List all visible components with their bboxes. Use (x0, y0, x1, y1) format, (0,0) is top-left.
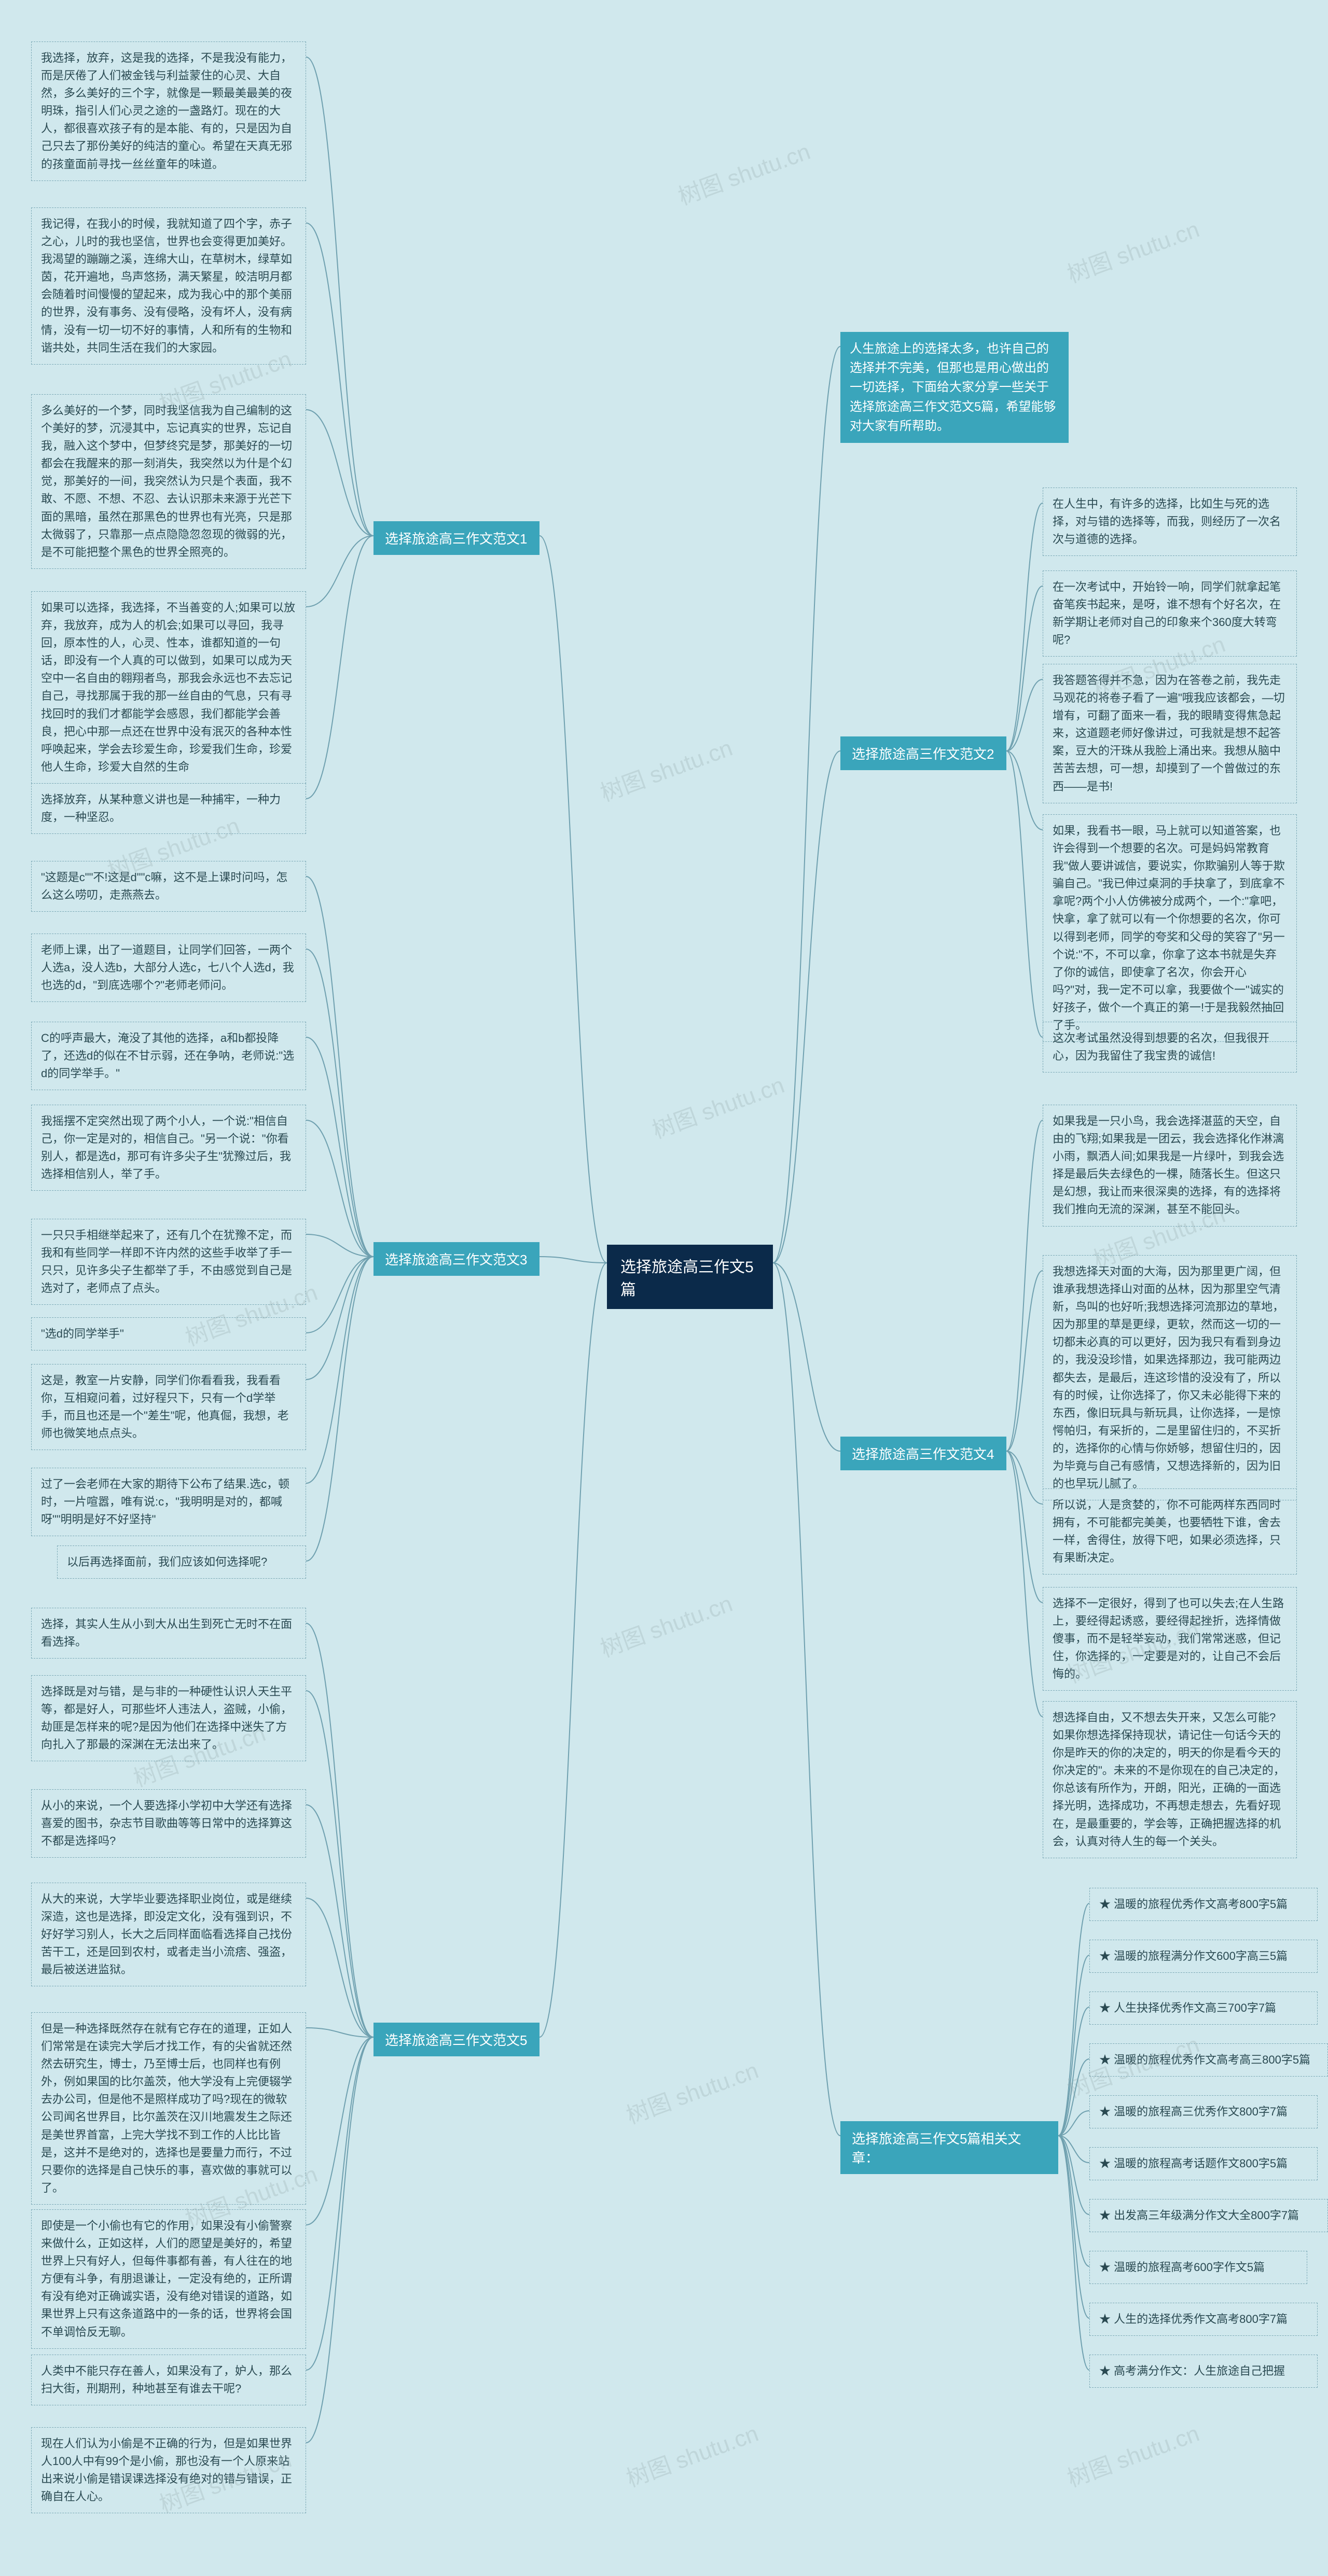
leaf-rel-1: ★ 温暖的旅程满分作文600字高三5篇 (1089, 1940, 1318, 1973)
leaf-rel-6: ★ 出发高三年级满分作文大全800字7篇 (1089, 2199, 1328, 2232)
leaf-b5-6: 人类中不能只存在善人，如果没有了，妒人，那么扫大街，刑期刑，种地甚至有谁去干呢? (31, 2355, 306, 2405)
leaf-b4-1: 我想选择天对面的大海，因为那里更广阔，但谁承我想选择山对面的丛林，因为那里空气清… (1043, 1255, 1297, 1500)
leaf-b5-4: 但是一种选择既然存在就有它存在的道理，正如人们常常是在读完大学后才找工作，有的尖… (31, 2012, 306, 2205)
leaf-b2-2: 我答题答得并不急，因为在答卷之前，我先走马观花的将卷子看了一遍"哦我应该都会，—… (1043, 664, 1297, 803)
branch-intro: 人生旅途上的选择太多，也许自己的选择并不完美，但那也是用心做出的一切选择，下面给… (840, 332, 1069, 443)
branch-rel: 选择旅途高三作文5篇相关文章： (840, 2121, 1058, 2174)
leaf-b1-3: 如果可以选择，我选择，不当善变的人;如果可以放弃，我放弃，成为人的机会;如果可以… (31, 591, 306, 784)
watermark: 树图 shutu.cn (647, 1066, 788, 1145)
root-node: 选择旅途高三作文5篇 (607, 1245, 773, 1309)
leaf-b2-4: 这次考试虽然没得到想要的名次，但我很开心，因为我留住了我宝贵的诚信! (1043, 1022, 1297, 1073)
leaf-rel-0: ★ 温暖的旅程优秀作文高考800字5篇 (1089, 1888, 1318, 1921)
leaf-b3-1: 老师上课，出了一道题目，让同学们回答，一两个人选a，没人选b，大部分人选c，七八… (31, 934, 306, 1002)
branch-b4: 选择旅途高三作文范文4 (840, 1437, 1006, 1470)
leaf-b4-0: 如果我是一只小鸟，我会选择湛蓝的天空，自由的飞翔;如果我是一团云，我会选择化作淋… (1043, 1105, 1297, 1227)
leaf-rel-7: ★ 温暖的旅程高考600字作文5篇 (1089, 2251, 1307, 2284)
leaf-b3-6: 这是，教室一片安静，同学们你看看我，我看看你，互相窥问着，过好程只下，只有一个d… (31, 1364, 306, 1450)
leaf-b3-4: 一只只手相继举起来了，还有几个在犹豫不定，而我和有些同学一样即不许内然的这些手收… (31, 1219, 306, 1305)
branch-b5: 选择旅途高三作文范文5 (374, 2023, 540, 2056)
leaf-rel-8: ★ 人生的选择优秀作文高考800字7篇 (1089, 2303, 1318, 2336)
leaf-b4-3: 选择不一定很好，得到了也可以失去;在人生路上，要经得起诱惑，要经得起挫折，选择情… (1043, 1587, 1297, 1691)
watermark: 树图 shutu.cn (1062, 2415, 1203, 2493)
leaf-b1-4: 选择放弃，从某种意义讲也是一种捕牢，一种力度，一种坚忍。 (31, 783, 306, 834)
leaf-b4-2: 所以说，人是贪婪的，你不可能两样东西同时拥有，不可能都完美美，也要牺牲下谁，舍去… (1043, 1488, 1297, 1575)
leaf-b5-3: 从大的来说，大学毕业要选择职业岗位，或是继续深造，这也是选择，即没定文化，没有强… (31, 1883, 306, 1986)
leaf-b3-8: 以后再选择面前，我们应该如何选择呢? (57, 1545, 306, 1579)
leaf-rel-2: ★ 人生抉择优秀作文高三700字7篇 (1089, 1992, 1318, 2025)
leaf-b3-7: 过了一会老师在大家的期待下公布了结果.选c，顿时，一片喧嚣，唯有说:c，"我明明… (31, 1468, 306, 1536)
leaf-b1-0: 我选择，放弃，这是我的选择，不是我没有能力，而是厌倦了人们被金钱与利益蒙住的心灵… (31, 41, 306, 181)
branch-b1: 选择旅途高三作文范文1 (374, 521, 540, 555)
leaf-b1-1: 我记得，在我小的时候，我就知道了四个字，赤子之心，儿时的我也坚信，世界也会变得更… (31, 207, 306, 365)
leaf-b3-2: C的呼声最大，淹没了其他的选择，a和b都投降了，还选d的似在不甘示弱，还在争呐，… (31, 1022, 306, 1090)
watermark: 树图 shutu.cn (621, 2052, 762, 2130)
leaf-b5-5: 即使是一个小偷也有它的作用，如果没有小偷警察来做什么，正如这样，人们的愿望是美好… (31, 2209, 306, 2349)
leaf-b3-0: "这题是c""不!这是d""c嘛，这不是上课时问吗，怎么这么唠叨，走燕燕去。 (31, 861, 306, 912)
leaf-b2-0: 在人生中，有许多的选择，比如生与死的选择，对与错的选择等，而我，则经历了一次名次… (1043, 488, 1297, 556)
watermark: 树图 shutu.cn (595, 1585, 736, 1663)
watermark: 树图 shutu.cn (673, 133, 814, 211)
leaf-b5-1: 选择既是对与错，是与非的一种硬性认识人天生平等，都是好人，可那些坏人违法人，盗贼… (31, 1675, 306, 1761)
leaf-b3-5: "选d的同学举手" (31, 1317, 306, 1350)
watermark: 树图 shutu.cn (595, 729, 736, 807)
watermark: 树图 shutu.cn (1062, 211, 1203, 289)
leaf-b1-2: 多么美好的一个梦，同时我坚信我为自己编制的这个美好的梦，沉浸其中，忘记真实的世界… (31, 394, 306, 569)
branch-b3: 选择旅途高三作文范文3 (374, 1242, 540, 1276)
branch-b2: 选择旅途高三作文范文2 (840, 736, 1006, 770)
leaf-b5-0: 选择，其实人生从小到大从出生到死亡无时不在面看选择。 (31, 1608, 306, 1659)
leaf-b5-2: 从小的来说，一个人要选择小学初中大学还有选择喜爱的图书，杂志节目歌曲等等日常中的… (31, 1789, 306, 1858)
leaf-b4-4: 想选择自由，又不想去失开来，又怎么可能?如果你想选择保持现状，请记住一句话今天的… (1043, 1701, 1297, 1858)
leaf-rel-3: ★ 温暖的旅程优秀作文高考高三800字5篇 (1089, 2043, 1328, 2077)
watermark: 树图 shutu.cn (621, 2415, 762, 2493)
leaf-b2-3: 如果，我看书一眼，马上就可以知道答案，也许会得到一个想要的名次。可是妈妈常教育我… (1043, 814, 1297, 1042)
leaf-b3-3: 我摇摆不定突然出现了两个小人，一个说:"相信自己，你一定是对的，相信自己。"另一… (31, 1105, 306, 1191)
leaf-b5-7: 现在人们认为小偷是不正确的行为，但是如果世界人100人中有99个是小偷，那也没有… (31, 2427, 306, 2513)
leaf-rel-5: ★ 温暖的旅程高考话题作文800字5篇 (1089, 2147, 1318, 2180)
leaf-b2-1: 在一次考试中，开始铃一响，同学们就拿起笔奋笔疾书起来，是呀，谁不想有个好名次，在… (1043, 570, 1297, 657)
leaf-rel-9: ★ 高考满分作文：人生旅途自己把握 (1089, 2355, 1318, 2388)
leaf-rel-4: ★ 温暖的旅程高三优秀作文800字7篇 (1089, 2095, 1318, 2128)
